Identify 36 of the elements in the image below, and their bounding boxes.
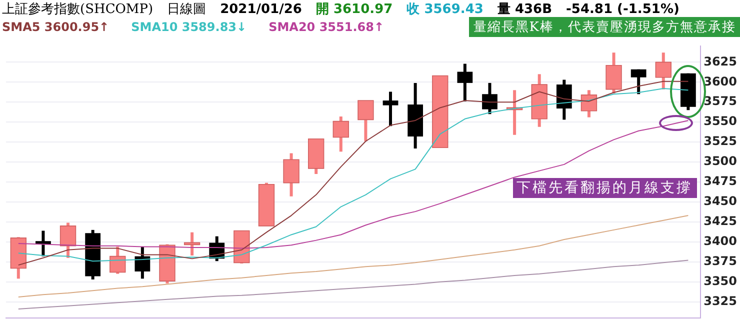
text: SMA5 3600.95↑ — [2, 20, 110, 34]
candlestick — [556, 80, 572, 120]
y-tick-label: 3375 — [704, 254, 738, 268]
text: -54.81 (-1.51%) — [566, 2, 680, 16]
candlestick — [134, 246, 150, 279]
text: 2021/01/26 — [220, 2, 302, 16]
y-tick-label: 3525 — [704, 134, 738, 148]
chart-subtitle: 日線圖 — [167, 1, 206, 18]
text: 量 436B — [497, 1, 552, 18]
candlestick — [482, 82, 498, 114]
y-tick-label: 3350 — [704, 274, 738, 288]
y-tick-label: 3475 — [704, 174, 738, 188]
y-tick-label: 3625 — [704, 54, 738, 68]
candlestick — [283, 153, 300, 196]
candlestick — [630, 69, 646, 94]
y-tick-label: 3400 — [704, 234, 738, 248]
chart-title: 上証參考指數(SHCOMP) — [2, 1, 154, 18]
y-tick-label: 3450 — [704, 194, 738, 208]
y-tick-label: 3600 — [704, 74, 738, 88]
text: 量縮長黑K棒，代表賣壓湧現多方無意承接 — [469, 17, 740, 37]
candlestick — [606, 52, 622, 94]
candlestick — [457, 64, 473, 102]
text: 收 3569.43 — [406, 1, 484, 18]
y-tick-label: 3550 — [704, 114, 738, 128]
y-tick-label: 3500 — [704, 154, 738, 168]
candlestick — [332, 116, 349, 152]
annotation: 下檔先看翻揚的月線支撐 — [512, 178, 697, 198]
text: 開 3610.97 — [316, 1, 393, 18]
candlestick — [655, 52, 672, 90]
text: SMA20 3551.68↑ — [268, 20, 384, 34]
text: SMA10 3589.83↓ — [131, 20, 247, 34]
y-tick-label: 3575 — [704, 94, 738, 108]
y-tick-label: 3325 — [704, 294, 738, 308]
candlestick — [358, 100, 374, 142]
y-tick-label: 3425 — [704, 214, 738, 228]
candlestick — [382, 92, 398, 126]
